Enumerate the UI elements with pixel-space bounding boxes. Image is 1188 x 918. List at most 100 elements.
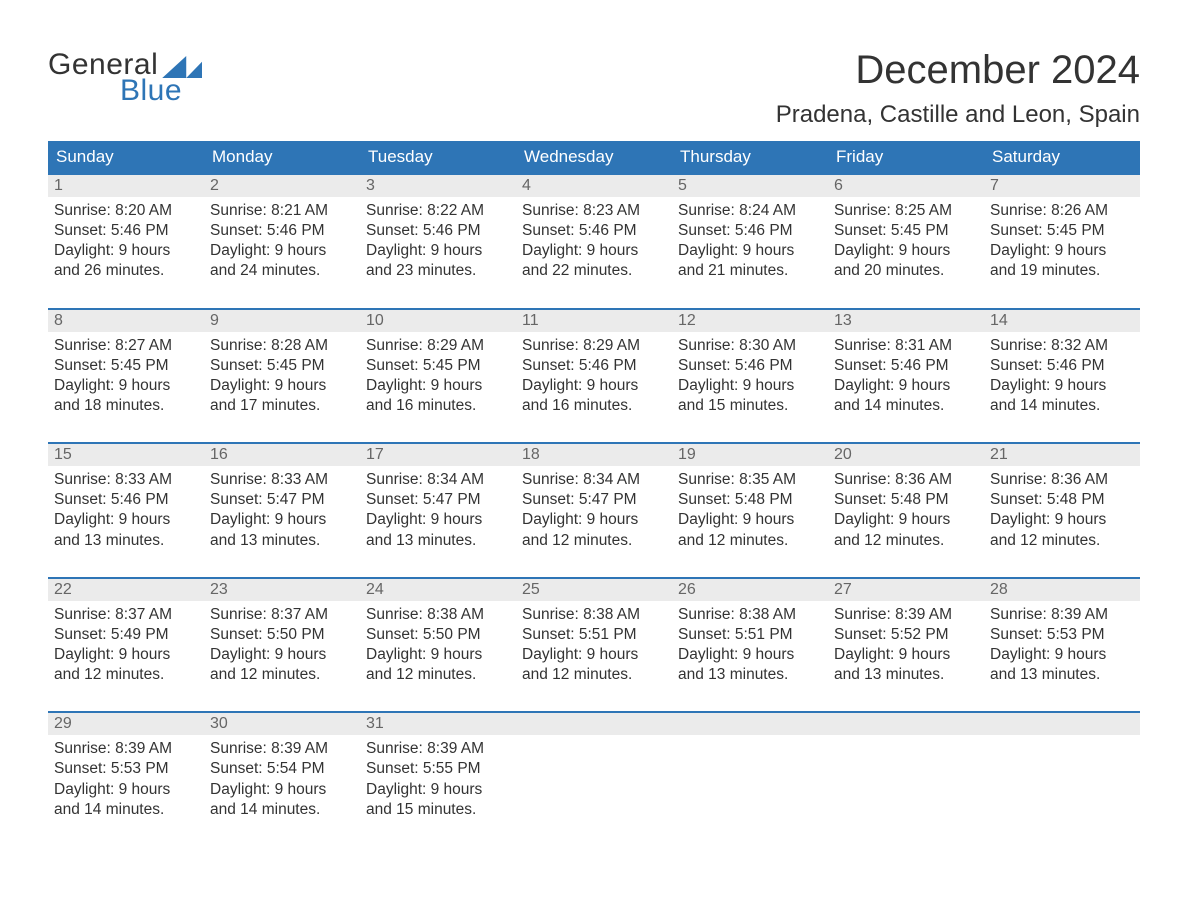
day-cell: Sunrise: 8:39 AMSunset: 5:53 PMDaylight:…	[984, 601, 1140, 690]
daylight-line-2: and 14 minutes.	[990, 396, 1134, 416]
daylight-line-1: Daylight: 9 hours	[366, 241, 510, 261]
day-cell: Sunrise: 8:28 AMSunset: 5:45 PMDaylight:…	[204, 332, 360, 421]
day-number	[516, 713, 672, 735]
daylight-line-1: Daylight: 9 hours	[54, 376, 198, 396]
day-cell: Sunrise: 8:39 AMSunset: 5:54 PMDaylight:…	[204, 735, 360, 824]
daylight-line-2: and 12 minutes.	[834, 531, 978, 551]
daylight-line-1: Daylight: 9 hours	[366, 645, 510, 665]
sunrise-line: Sunrise: 8:37 AM	[210, 605, 354, 625]
daylight-line-1: Daylight: 9 hours	[834, 241, 978, 261]
day-number-row: 1234567	[48, 175, 1140, 197]
day-cell: Sunrise: 8:32 AMSunset: 5:46 PMDaylight:…	[984, 332, 1140, 421]
page-header: General Blue December 2024 Pradena, Cast…	[48, 48, 1140, 129]
day-number: 2	[204, 175, 360, 197]
sunrise-line: Sunrise: 8:32 AM	[990, 336, 1134, 356]
sunrise-line: Sunrise: 8:39 AM	[210, 739, 354, 759]
daylight-line-1: Daylight: 9 hours	[522, 241, 666, 261]
sunset-line: Sunset: 5:46 PM	[54, 221, 198, 241]
daylight-line-2: and 19 minutes.	[990, 261, 1134, 281]
daylight-line-2: and 13 minutes.	[678, 665, 822, 685]
day-number: 9	[204, 310, 360, 332]
sunrise-line: Sunrise: 8:39 AM	[834, 605, 978, 625]
day-number: 4	[516, 175, 672, 197]
sunset-line: Sunset: 5:46 PM	[210, 221, 354, 241]
sunset-line: Sunset: 5:46 PM	[366, 221, 510, 241]
day-cell: Sunrise: 8:39 AMSunset: 5:55 PMDaylight:…	[360, 735, 516, 824]
day-cell: Sunrise: 8:36 AMSunset: 5:48 PMDaylight:…	[984, 466, 1140, 555]
daylight-line-1: Daylight: 9 hours	[210, 780, 354, 800]
week-row: 891011121314Sunrise: 8:27 AMSunset: 5:45…	[48, 308, 1140, 421]
day-number: 27	[828, 579, 984, 601]
sunset-line: Sunset: 5:51 PM	[522, 625, 666, 645]
daylight-line-1: Daylight: 9 hours	[210, 241, 354, 261]
sunset-line: Sunset: 5:47 PM	[210, 490, 354, 510]
sunrise-line: Sunrise: 8:23 AM	[522, 201, 666, 221]
daylight-line-1: Daylight: 9 hours	[54, 645, 198, 665]
day-number: 13	[828, 310, 984, 332]
day-cell: Sunrise: 8:30 AMSunset: 5:46 PMDaylight:…	[672, 332, 828, 421]
daylight-line-2: and 22 minutes.	[522, 261, 666, 281]
daylight-line-1: Daylight: 9 hours	[678, 645, 822, 665]
day-cell: Sunrise: 8:25 AMSunset: 5:45 PMDaylight:…	[828, 197, 984, 286]
day-cell: Sunrise: 8:29 AMSunset: 5:46 PMDaylight:…	[516, 332, 672, 421]
sunrise-line: Sunrise: 8:25 AM	[834, 201, 978, 221]
day-cell	[672, 735, 828, 824]
day-number: 17	[360, 444, 516, 466]
daylight-line-1: Daylight: 9 hours	[834, 510, 978, 530]
day-cell: Sunrise: 8:35 AMSunset: 5:48 PMDaylight:…	[672, 466, 828, 555]
daylight-line-2: and 14 minutes.	[54, 800, 198, 820]
sunrise-line: Sunrise: 8:27 AM	[54, 336, 198, 356]
sunset-line: Sunset: 5:52 PM	[834, 625, 978, 645]
day-cell	[516, 735, 672, 824]
daylight-line-1: Daylight: 9 hours	[990, 510, 1134, 530]
sunrise-line: Sunrise: 8:29 AM	[522, 336, 666, 356]
daylight-line-1: Daylight: 9 hours	[366, 780, 510, 800]
day-cell: Sunrise: 8:38 AMSunset: 5:51 PMDaylight:…	[516, 601, 672, 690]
sunset-line: Sunset: 5:50 PM	[366, 625, 510, 645]
daylight-line-2: and 23 minutes.	[366, 261, 510, 281]
sunrise-line: Sunrise: 8:26 AM	[990, 201, 1134, 221]
sunrise-line: Sunrise: 8:22 AM	[366, 201, 510, 221]
daylight-line-1: Daylight: 9 hours	[990, 376, 1134, 396]
sunrise-line: Sunrise: 8:36 AM	[990, 470, 1134, 490]
daylight-line-2: and 18 minutes.	[54, 396, 198, 416]
sunrise-line: Sunrise: 8:34 AM	[366, 470, 510, 490]
day-number: 15	[48, 444, 204, 466]
day-cell: Sunrise: 8:23 AMSunset: 5:46 PMDaylight:…	[516, 197, 672, 286]
sunset-line: Sunset: 5:51 PM	[678, 625, 822, 645]
sunrise-line: Sunrise: 8:39 AM	[990, 605, 1134, 625]
daylight-line-2: and 12 minutes.	[522, 531, 666, 551]
day-number: 10	[360, 310, 516, 332]
day-number: 6	[828, 175, 984, 197]
day-cell: Sunrise: 8:31 AMSunset: 5:46 PMDaylight:…	[828, 332, 984, 421]
sunrise-line: Sunrise: 8:38 AM	[366, 605, 510, 625]
day-cell: Sunrise: 8:38 AMSunset: 5:50 PMDaylight:…	[360, 601, 516, 690]
daylight-line-2: and 20 minutes.	[834, 261, 978, 281]
day-number: 22	[48, 579, 204, 601]
day-number	[672, 713, 828, 735]
sunrise-line: Sunrise: 8:34 AM	[522, 470, 666, 490]
daylight-line-2: and 12 minutes.	[366, 665, 510, 685]
sunrise-line: Sunrise: 8:36 AM	[834, 470, 978, 490]
day-number: 21	[984, 444, 1140, 466]
sunset-line: Sunset: 5:46 PM	[522, 356, 666, 376]
sunrise-line: Sunrise: 8:39 AM	[54, 739, 198, 759]
daylight-line-1: Daylight: 9 hours	[54, 241, 198, 261]
sunset-line: Sunset: 5:46 PM	[990, 356, 1134, 376]
daylight-line-2: and 13 minutes.	[366, 531, 510, 551]
day-number: 8	[48, 310, 204, 332]
daylight-line-2: and 13 minutes.	[210, 531, 354, 551]
daylight-line-2: and 13 minutes.	[54, 531, 198, 551]
daylight-line-1: Daylight: 9 hours	[210, 510, 354, 530]
day-cell: Sunrise: 8:37 AMSunset: 5:50 PMDaylight:…	[204, 601, 360, 690]
sunrise-line: Sunrise: 8:20 AM	[54, 201, 198, 221]
day-cell: Sunrise: 8:29 AMSunset: 5:45 PMDaylight:…	[360, 332, 516, 421]
daylight-line-2: and 15 minutes.	[366, 800, 510, 820]
day-number: 25	[516, 579, 672, 601]
day-cell: Sunrise: 8:21 AMSunset: 5:46 PMDaylight:…	[204, 197, 360, 286]
day-cell: Sunrise: 8:38 AMSunset: 5:51 PMDaylight:…	[672, 601, 828, 690]
sunset-line: Sunset: 5:46 PM	[522, 221, 666, 241]
daylight-line-1: Daylight: 9 hours	[522, 645, 666, 665]
sunrise-line: Sunrise: 8:30 AM	[678, 336, 822, 356]
daylight-line-2: and 12 minutes.	[54, 665, 198, 685]
